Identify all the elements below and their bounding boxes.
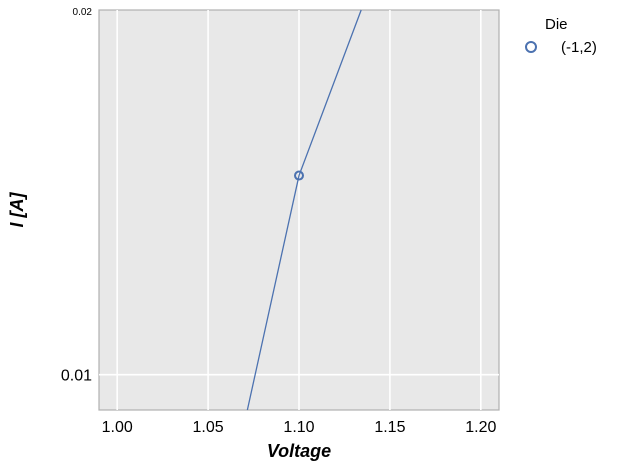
x-tick-label: 1.05 (193, 419, 224, 436)
legend-title: Die (545, 16, 568, 33)
series-line (246, 9, 362, 411)
x-tick-label: 1.15 (374, 419, 405, 436)
x-tick-label: 1.10 (283, 419, 314, 436)
grid-lines (99, 10, 499, 410)
x-tick-labels: 1.00 1.05 1.10 1.15 1.20 (102, 419, 497, 436)
data-point-marker (294, 170, 304, 181)
y-axis-title: I [A] (7, 192, 27, 228)
legend: Die (-1,2) (525, 16, 597, 56)
legend-marker-open-circle (525, 41, 537, 53)
legend-label: (-1,2) (561, 39, 597, 56)
y-tick-label: 0.01 (61, 368, 92, 385)
x-axis-title: Voltage (267, 441, 331, 461)
x-tick-label: 1.00 (102, 419, 133, 436)
y-tick-labels: 0.01 0.02 (61, 7, 93, 385)
legend-entries: (-1,2) (525, 39, 597, 56)
y-tick-label: 0.02 (73, 7, 93, 18)
series-layer (246, 9, 362, 411)
x-tick-label: 1.20 (465, 419, 496, 436)
